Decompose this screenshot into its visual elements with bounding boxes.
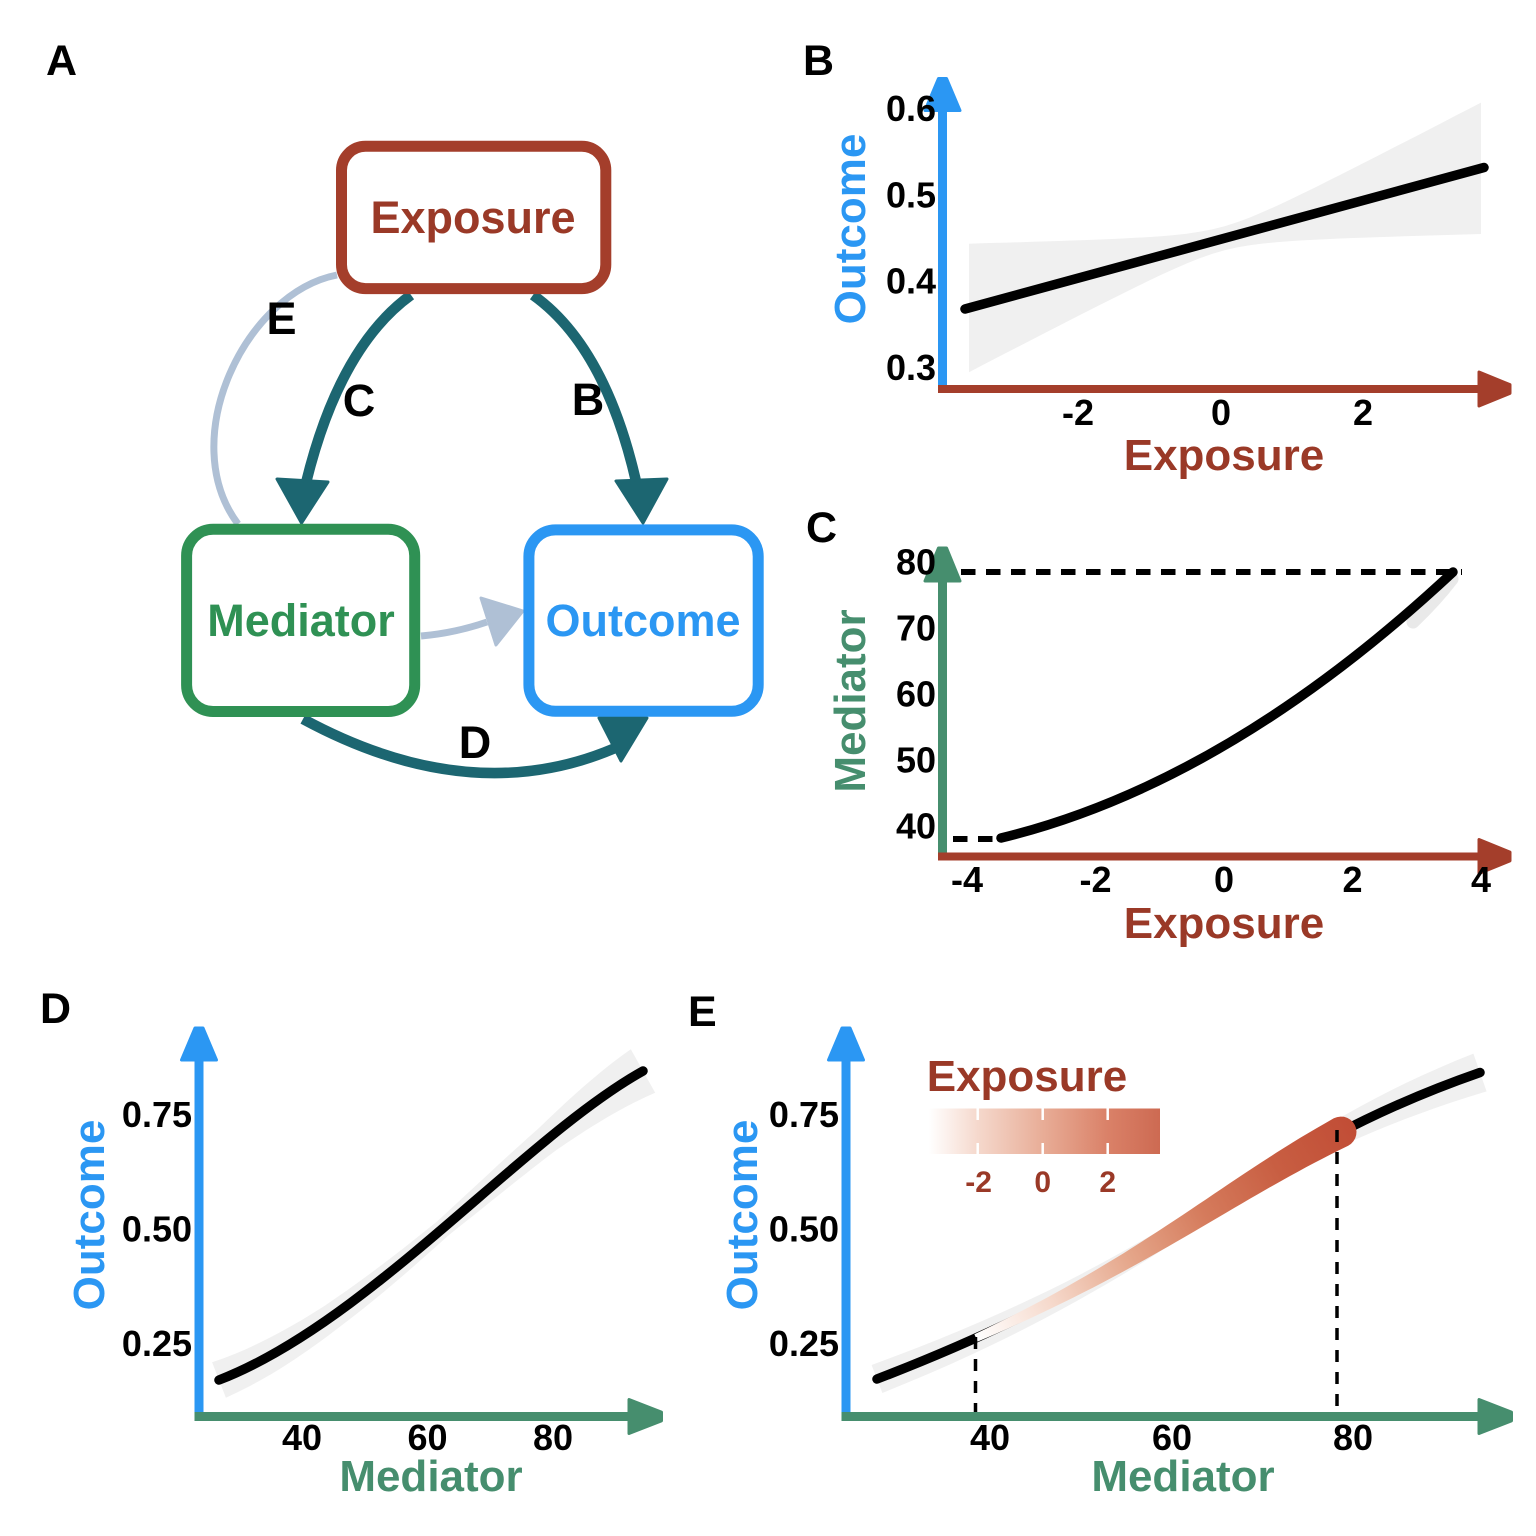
svg-text:2: 2: [1353, 392, 1373, 433]
svg-text:0.50: 0.50: [769, 1209, 839, 1250]
svg-text:-2: -2: [1062, 392, 1094, 433]
svg-text:80: 80: [896, 542, 936, 583]
svg-text:40: 40: [896, 806, 936, 847]
svg-text:0: 0: [1211, 392, 1231, 433]
svg-text:E: E: [688, 988, 717, 1036]
svg-text:E: E: [266, 293, 296, 344]
svg-text:0: 0: [1034, 1166, 1051, 1199]
svg-text:Mediator: Mediator: [339, 1452, 522, 1501]
svg-text:60: 60: [896, 674, 936, 715]
svg-text:0.3: 0.3: [886, 347, 936, 388]
svg-text:C: C: [806, 504, 837, 552]
svg-text:80: 80: [1333, 1417, 1373, 1458]
svg-text:C: C: [343, 375, 376, 426]
svg-text:A: A: [46, 37, 77, 85]
svg-text:0: 0: [1214, 859, 1234, 900]
svg-text:Exposure: Exposure: [1124, 431, 1325, 480]
svg-text:Exposure: Exposure: [1124, 899, 1325, 948]
svg-text:0.75: 0.75: [769, 1094, 839, 1135]
svg-text:0.75: 0.75: [122, 1094, 192, 1135]
svg-text:80: 80: [533, 1417, 573, 1458]
svg-text:B: B: [803, 37, 834, 85]
svg-text:Outcome: Outcome: [826, 134, 875, 325]
svg-text:70: 70: [896, 608, 936, 649]
svg-text:4: 4: [1471, 859, 1491, 900]
svg-text:-2: -2: [1079, 859, 1111, 900]
svg-text:60: 60: [1152, 1417, 1192, 1458]
svg-text:0.6: 0.6: [886, 88, 936, 129]
svg-text:60: 60: [407, 1417, 447, 1458]
svg-text:Exposure: Exposure: [370, 192, 575, 243]
svg-text:0.25: 0.25: [769, 1323, 839, 1364]
svg-text:D: D: [459, 717, 492, 768]
svg-text:50: 50: [896, 740, 936, 781]
svg-text:Mediator: Mediator: [826, 609, 875, 792]
svg-text:40: 40: [282, 1417, 322, 1458]
svg-text:0.50: 0.50: [122, 1209, 192, 1250]
svg-text:Outcome: Outcome: [545, 595, 740, 646]
svg-text:B: B: [572, 374, 605, 425]
svg-text:-2: -2: [965, 1166, 992, 1199]
svg-text:Exposure: Exposure: [927, 1052, 1128, 1101]
svg-text:D: D: [40, 985, 71, 1033]
svg-text:0.5: 0.5: [886, 174, 936, 215]
svg-text:-4: -4: [951, 859, 983, 900]
svg-text:2: 2: [1342, 859, 1362, 900]
svg-text:2: 2: [1099, 1166, 1116, 1199]
svg-text:40: 40: [970, 1417, 1010, 1458]
svg-text:Outcome: Outcome: [718, 1120, 767, 1311]
svg-text:Mediator: Mediator: [1091, 1452, 1274, 1501]
svg-text:0.4: 0.4: [886, 261, 936, 302]
svg-text:0.25: 0.25: [122, 1323, 192, 1364]
svg-text:Mediator: Mediator: [207, 595, 395, 646]
svg-text:Outcome: Outcome: [65, 1120, 114, 1311]
